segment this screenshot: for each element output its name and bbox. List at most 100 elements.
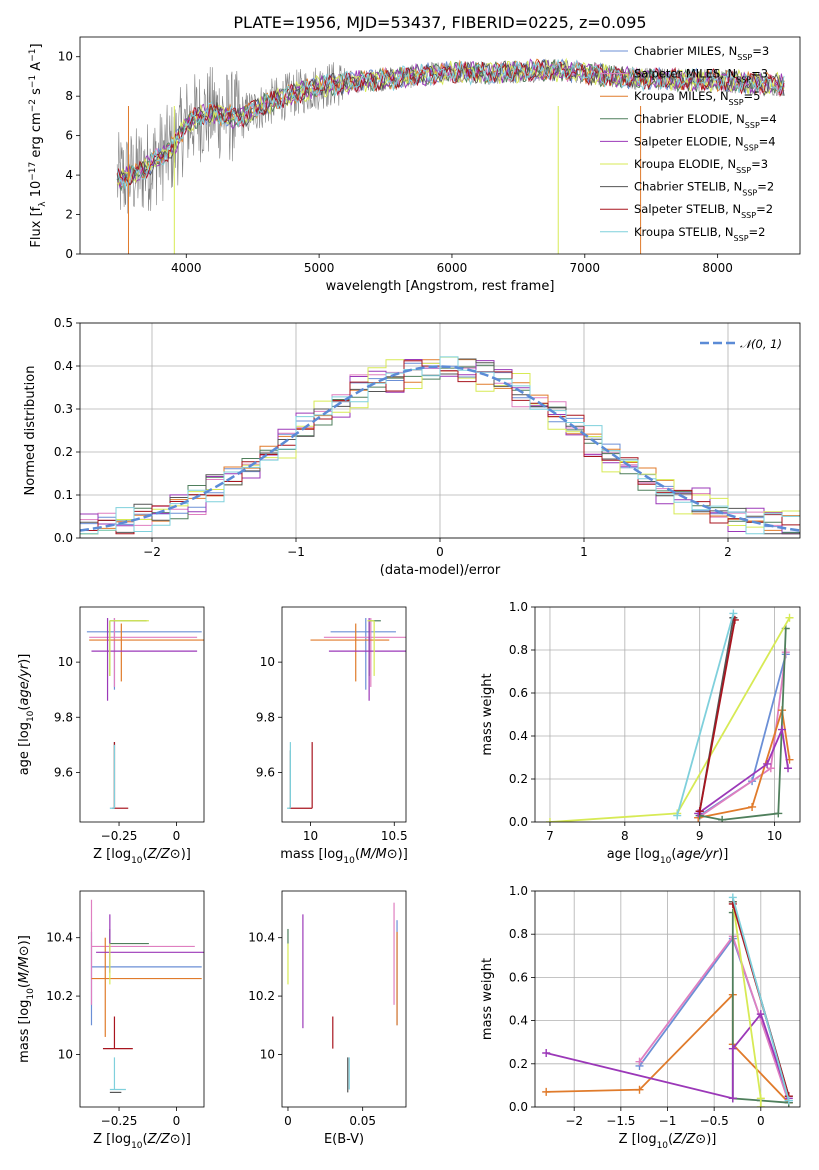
y-tick-label: 0.6 (509, 970, 528, 984)
weight-line (698, 709, 791, 819)
age-vs-z-plot-area (86, 618, 204, 809)
y-tick-label: 10 (58, 655, 73, 669)
legend-entry: Salpeter STELIB, NSSP=2 (634, 202, 773, 220)
legend-entry: Salpeter MILES, NSSP=3 (634, 67, 768, 85)
y-axis-label: mass weight (480, 958, 495, 1040)
y-tick-label: 1.0 (509, 600, 528, 614)
weight-vs-z-plot-area (542, 893, 793, 1107)
weight-line (697, 651, 787, 819)
mass-vs-ebv-panel: 0 0.05 10 10.2 10.4 E(B-V) (248, 890, 407, 1147)
y-tick-label: 10.4 (46, 931, 73, 945)
y-tick-label: 2 (65, 208, 73, 222)
y-tick-label: 10 (58, 1047, 73, 1061)
x-tick-label: 1 (580, 545, 588, 559)
y-tick-label: 9.8 (256, 710, 275, 724)
weight-marker (778, 725, 787, 734)
mass-vs-z-panel: −0.25 0 10 10.2 10.4 Z [log10(Z/Z⊙)] mass [log… (17, 890, 205, 1151)
figure-title: PLATE=1956, MJD=53437, FIBERID=0225, z=0… (233, 13, 646, 32)
y-tick-label: 9.6 (54, 765, 73, 779)
axes-frame (79, 36, 801, 255)
axes-frame (281, 890, 407, 1108)
y-tick-label: 9.6 (256, 765, 275, 779)
weight-line (699, 628, 787, 821)
x-axis-label: Z [log10(Z/Z⊙)] (93, 1132, 191, 1151)
y-tick-label: 0.2 (509, 772, 528, 786)
weight-marker (756, 1103, 765, 1107)
axes-frame (79, 322, 801, 539)
y-tick-label: 9.8 (54, 710, 73, 724)
legend-entry: Chabrier MILES, NSSP=3 (634, 44, 769, 62)
legend-entry: Chabrier STELIB, NSSP=2 (634, 180, 774, 198)
x-tick-label: 10 (303, 829, 318, 843)
y-tick-label: 10 (260, 1047, 275, 1061)
y-tick-label: 0.0 (54, 531, 73, 545)
model-line (116, 59, 785, 186)
x-tick-label: 8000 (702, 261, 733, 275)
y-tick-label: 0.8 (509, 927, 528, 941)
legend-entry: Chabrier ELODIE, NSSP=4 (634, 112, 777, 130)
x-tick-label: 0 (173, 829, 181, 843)
weight-marker (774, 809, 783, 818)
y-tick-label: 0.0 (509, 815, 528, 829)
x-tick-label: −0.25 (101, 1114, 138, 1128)
x-tick-label: 0 (757, 1114, 765, 1128)
weight-marker (542, 1049, 551, 1057)
spectrum-legend: Chabrier MILES, NSSP=3 Salpeter MILES, NS… (600, 44, 777, 242)
y-tick-label: 0.4 (54, 359, 73, 373)
spectrum-panel: 4000 5000 6000 7000 8000 0 2 4 6 8 10 wavelength [A… (28, 36, 801, 294)
legend-entry: Salpeter ELODIE, NSSP=4 (634, 134, 776, 152)
weight-vs-age-plot-area (545, 609, 794, 822)
y-tick-label: 4 (65, 168, 73, 182)
spectrum-plot-area (116, 57, 785, 254)
y-axis-label: mass weight (480, 673, 495, 755)
axes-frame (534, 606, 801, 823)
y-tick-label: 0.2 (509, 1057, 528, 1071)
y-tick-label: 0.1 (54, 488, 73, 502)
weight-marker (728, 893, 737, 902)
y-tick-label: 0 (65, 247, 73, 261)
weight-marker (728, 1044, 737, 1053)
weight-marker (695, 807, 704, 816)
weight-marker (728, 1094, 737, 1103)
weight-line (549, 617, 791, 822)
legend-entry: Kroupa STELIB, NSSP=2 (634, 225, 765, 243)
weight-marker (766, 764, 775, 773)
model-line (116, 57, 785, 186)
weight-marker (756, 1094, 765, 1103)
legend-entry: Kroupa MILES, NSSP=5 (634, 89, 760, 107)
weight-line (676, 613, 735, 816)
x-tick-label: −1 (287, 545, 305, 559)
x-axis-label: E(B-V) (324, 1132, 364, 1147)
weight-marker (635, 1057, 644, 1066)
weight-marker (718, 815, 727, 822)
x-tick-label: −1 (659, 1114, 677, 1128)
model-line (116, 59, 785, 189)
weight-marker (756, 1010, 765, 1019)
y-tick-label: 0.4 (509, 1014, 528, 1028)
x-axis-label: Z [log10(Z/Z⊙)] (619, 1132, 717, 1151)
x-tick-label: 0 (173, 1114, 181, 1128)
weight-marker (785, 613, 794, 622)
weight-line (731, 912, 789, 1104)
weight-marker (763, 759, 772, 768)
x-tick-label: 7 (546, 829, 554, 843)
y-tick-label: 1.0 (509, 884, 528, 898)
y-axis-label: Normed distribution (23, 366, 38, 496)
x-tick-label: −2 (565, 1114, 583, 1128)
gaussian-curve (80, 365, 800, 532)
x-tick-label: 6000 (437, 261, 468, 275)
weight-vs-z-panel: −2 −1.5 −1 −0.5 0 0.0 0.2 0.4 0.6 0.8 1.0 Z [log10(… (480, 884, 801, 1151)
x-tick-label: 10.5 (381, 829, 408, 843)
y-axis-label: mass [log10(M/M⊙)] (17, 935, 36, 1063)
y-tick-label: 10 (260, 655, 275, 669)
age-vs-mass-panel: 10 10.5 9.6 9.8 10 mass [log10(M/M⊙)] (256, 606, 408, 866)
y-tick-label: 0.4 (509, 729, 528, 743)
y-tick-label: 0.5 (54, 316, 73, 330)
x-tick-label: 5000 (304, 261, 335, 275)
residuals-plot-area (80, 356, 800, 535)
age-vs-z-panel: −0.25 0 9.6 9.8 10 Z [log10(Z/Z⊙)] age [log10(… (17, 606, 205, 866)
mass-vs-z-plot-area (90, 899, 204, 1094)
y-tick-label: 6 (65, 129, 73, 143)
weight-line (731, 897, 790, 1101)
model-line (116, 58, 785, 189)
